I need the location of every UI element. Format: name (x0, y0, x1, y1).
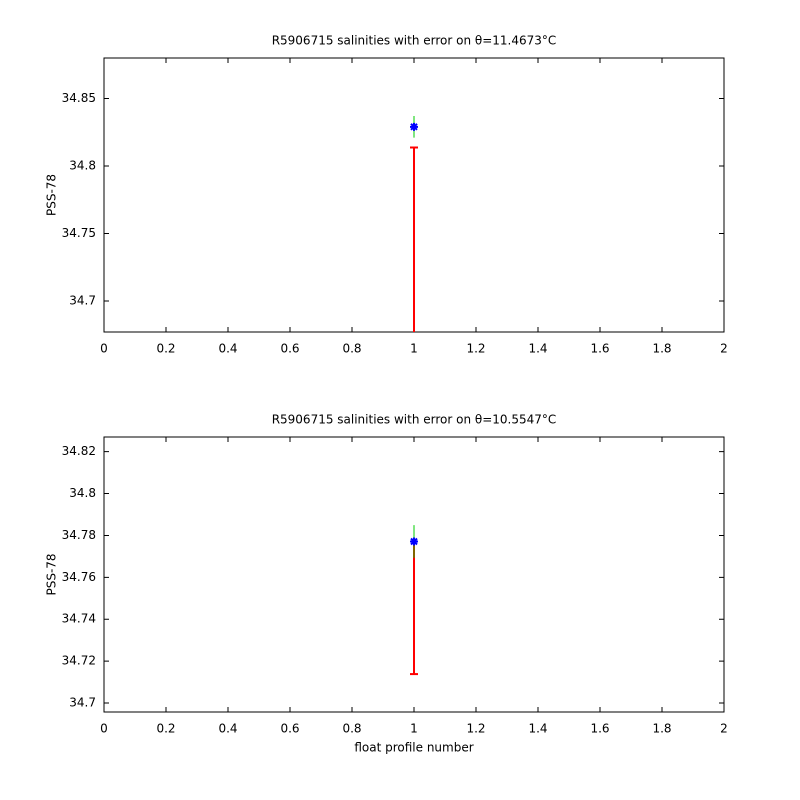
x-tick-label: 2 (720, 342, 728, 356)
x-tick-label: 0.6 (280, 342, 299, 356)
x-tick-label: 0 (100, 722, 108, 736)
x-tick-label: 0.2 (156, 342, 175, 356)
x-tick-label: 1.6 (590, 342, 609, 356)
x-tick-label: 1.2 (466, 722, 485, 736)
x-tick-label: 1 (410, 342, 418, 356)
y-tick-label: 34.72 (62, 654, 96, 668)
x-tick-label: 0 (100, 342, 108, 356)
y-tick-label: 34.8 (69, 158, 96, 172)
x-tick-label: 0.8 (342, 722, 361, 736)
x-tick-label: 1.4 (528, 722, 547, 736)
x-axis-label: float profile number (354, 741, 473, 755)
y-tick-label: 34.7 (69, 695, 96, 709)
y-tick-label: 34.74 (62, 612, 96, 626)
x-tick-label: 0.4 (218, 342, 237, 356)
x-tick-label: 2 (720, 722, 728, 736)
y-tick-label: 34.82 (62, 444, 96, 458)
y-tick-label: 34.85 (62, 91, 96, 105)
x-tick-label: 1.8 (652, 342, 671, 356)
x-tick-label: 1.6 (590, 722, 609, 736)
y-tick-label: 34.76 (62, 570, 96, 584)
chart-title: R5906715 salinities with error on θ=11.4… (272, 34, 557, 48)
x-tick-label: 0.6 (280, 722, 299, 736)
x-tick-label: 1.8 (652, 722, 671, 736)
y-tick-label: 34.8 (69, 486, 96, 500)
chart-title: R5906715 salinities with error on θ=10.5… (272, 413, 557, 427)
x-tick-label: 0.4 (218, 722, 237, 736)
x-tick-label: 0.8 (342, 342, 361, 356)
data-point (410, 537, 418, 546)
y-tick-label: 34.7 (69, 293, 96, 307)
x-tick-label: 1 (410, 722, 418, 736)
y-axis-label: PSS-78 (45, 553, 59, 595)
x-tick-label: 1.4 (528, 342, 547, 356)
x-tick-label: 1.2 (466, 342, 485, 356)
plot-area (410, 525, 418, 676)
x-tick-label: 0.2 (156, 722, 175, 736)
y-axis-label: PSS-78 (45, 174, 59, 216)
y-tick-label: 34.75 (62, 226, 96, 240)
y-tick-label: 34.78 (62, 528, 96, 542)
plot-area (410, 116, 418, 332)
data-point (410, 122, 418, 131)
